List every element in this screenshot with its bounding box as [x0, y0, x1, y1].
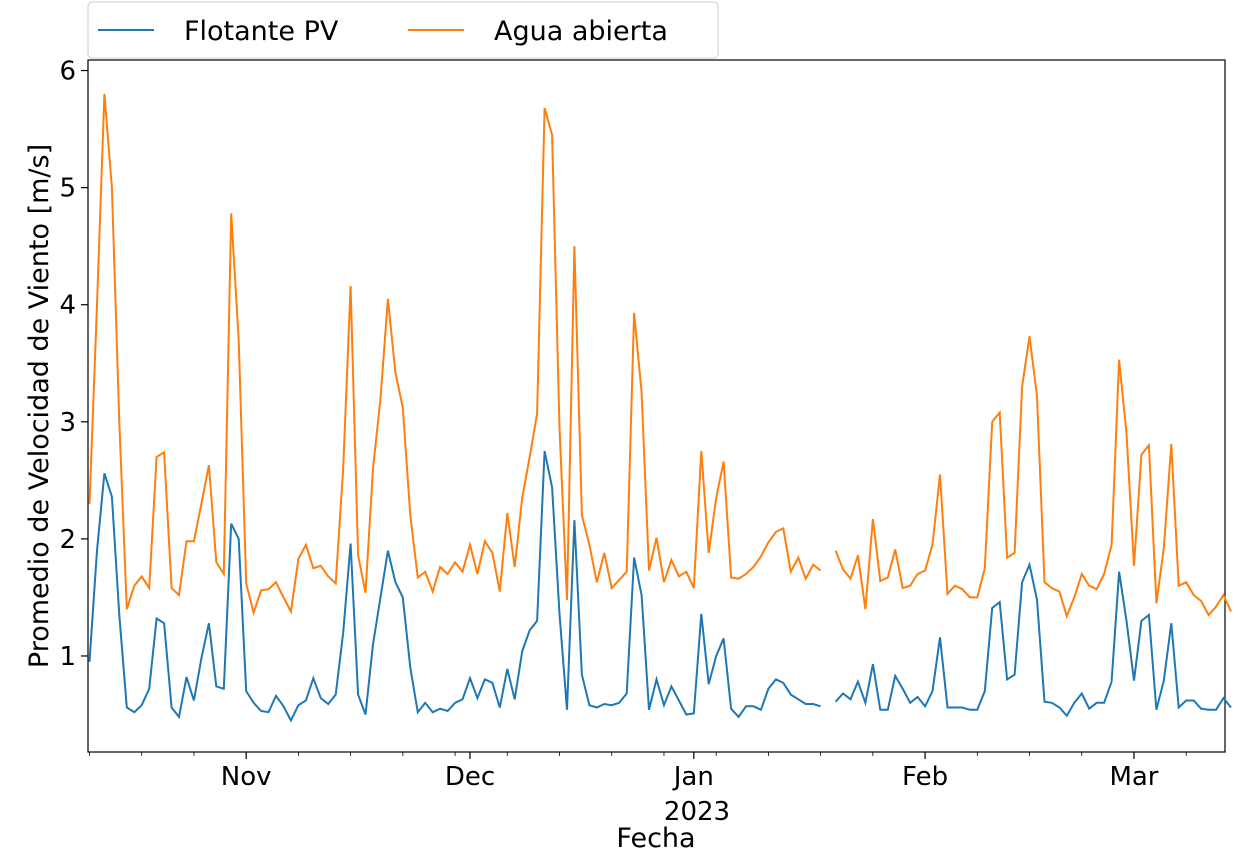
legend-box — [87, 1, 719, 59]
legend-label: Agua abierta — [494, 16, 668, 47]
x-tick-label: Mar — [1109, 762, 1158, 792]
series-line — [88, 450, 1232, 723]
x-tick-label: Jan — [672, 762, 714, 792]
y-tick-label: 3 — [59, 408, 76, 438]
y-tick-label: 2 — [59, 525, 76, 555]
x-year-label: 2023 — [664, 797, 730, 827]
legend-label: Flotante PV — [184, 16, 339, 47]
y-tick-label: 6 — [59, 57, 76, 87]
y-axis-label: Promedio de Velocidad de Viento [m/s] — [24, 144, 55, 668]
x-tick-label: Feb — [902, 762, 948, 792]
x-tick-label: Dec — [445, 762, 495, 792]
y-tick-label: 5 — [59, 174, 76, 204]
plot-frame — [87, 59, 1226, 753]
series-line — [88, 93, 1232, 620]
x-tick-label: Nov — [221, 762, 272, 792]
y-tick-label: 4 — [59, 291, 76, 321]
y-tick-label: 1 — [59, 642, 76, 672]
x-axis-label: Fecha — [616, 823, 695, 854]
